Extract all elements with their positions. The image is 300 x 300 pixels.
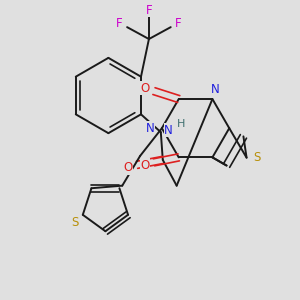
Text: F: F (116, 17, 122, 30)
Text: S: S (253, 151, 260, 164)
Text: F: F (146, 4, 152, 17)
Text: O: O (124, 161, 133, 174)
Text: F: F (175, 17, 182, 30)
Text: O: O (140, 159, 150, 172)
Text: N: N (146, 122, 154, 135)
Text: N: N (164, 124, 173, 137)
Text: H: H (176, 119, 185, 129)
Text: S: S (71, 216, 79, 229)
Text: O: O (140, 82, 150, 94)
Text: N: N (211, 82, 220, 96)
